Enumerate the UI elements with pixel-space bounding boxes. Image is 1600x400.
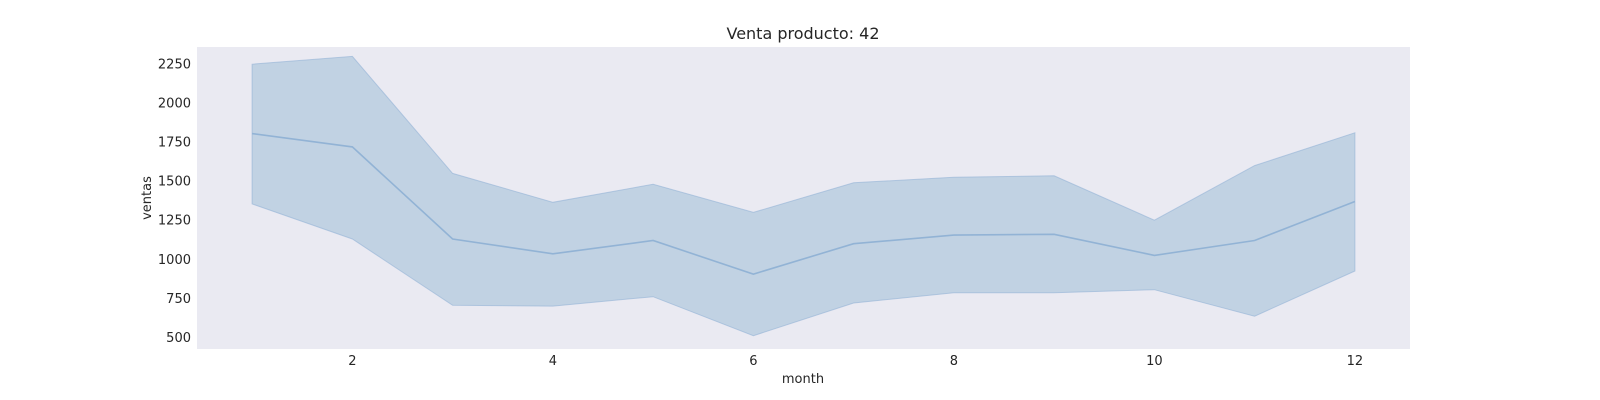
y-tick-label: 1750 (158, 136, 191, 151)
x-tick-label: 12 (1347, 354, 1364, 369)
confidence-band-layer (251, 55, 1356, 337)
y-tick-label: 750 (166, 292, 191, 307)
y-tick-label: 1000 (158, 253, 191, 268)
y-tick-label: 2250 (158, 58, 191, 73)
y-tick-labels: 500 750 1000 1250 1500 1750 2000 2250 (158, 58, 191, 346)
chart-title: Venta producto: 42 (726, 24, 879, 43)
x-tick-label: 6 (749, 354, 757, 369)
x-tick-label: 8 (950, 354, 958, 369)
y-tick-label: 1500 (158, 175, 191, 190)
y-tick-label: 1250 (158, 214, 191, 229)
y-axis-label: ventas (140, 176, 155, 220)
line-layer (251, 132, 1356, 275)
y-tick-label: 500 (166, 331, 191, 346)
x-tick-label: 4 (549, 354, 557, 369)
y-tick-label: 2000 (158, 97, 191, 112)
x-tick-label: 2 (348, 354, 356, 369)
confidence-band (251, 55, 1356, 337)
series-line (251, 132, 1356, 275)
x-tick-label: 10 (1146, 354, 1163, 369)
x-axis-label: month (782, 372, 824, 387)
x-tick-labels: 2 4 6 8 10 12 (348, 354, 1363, 369)
